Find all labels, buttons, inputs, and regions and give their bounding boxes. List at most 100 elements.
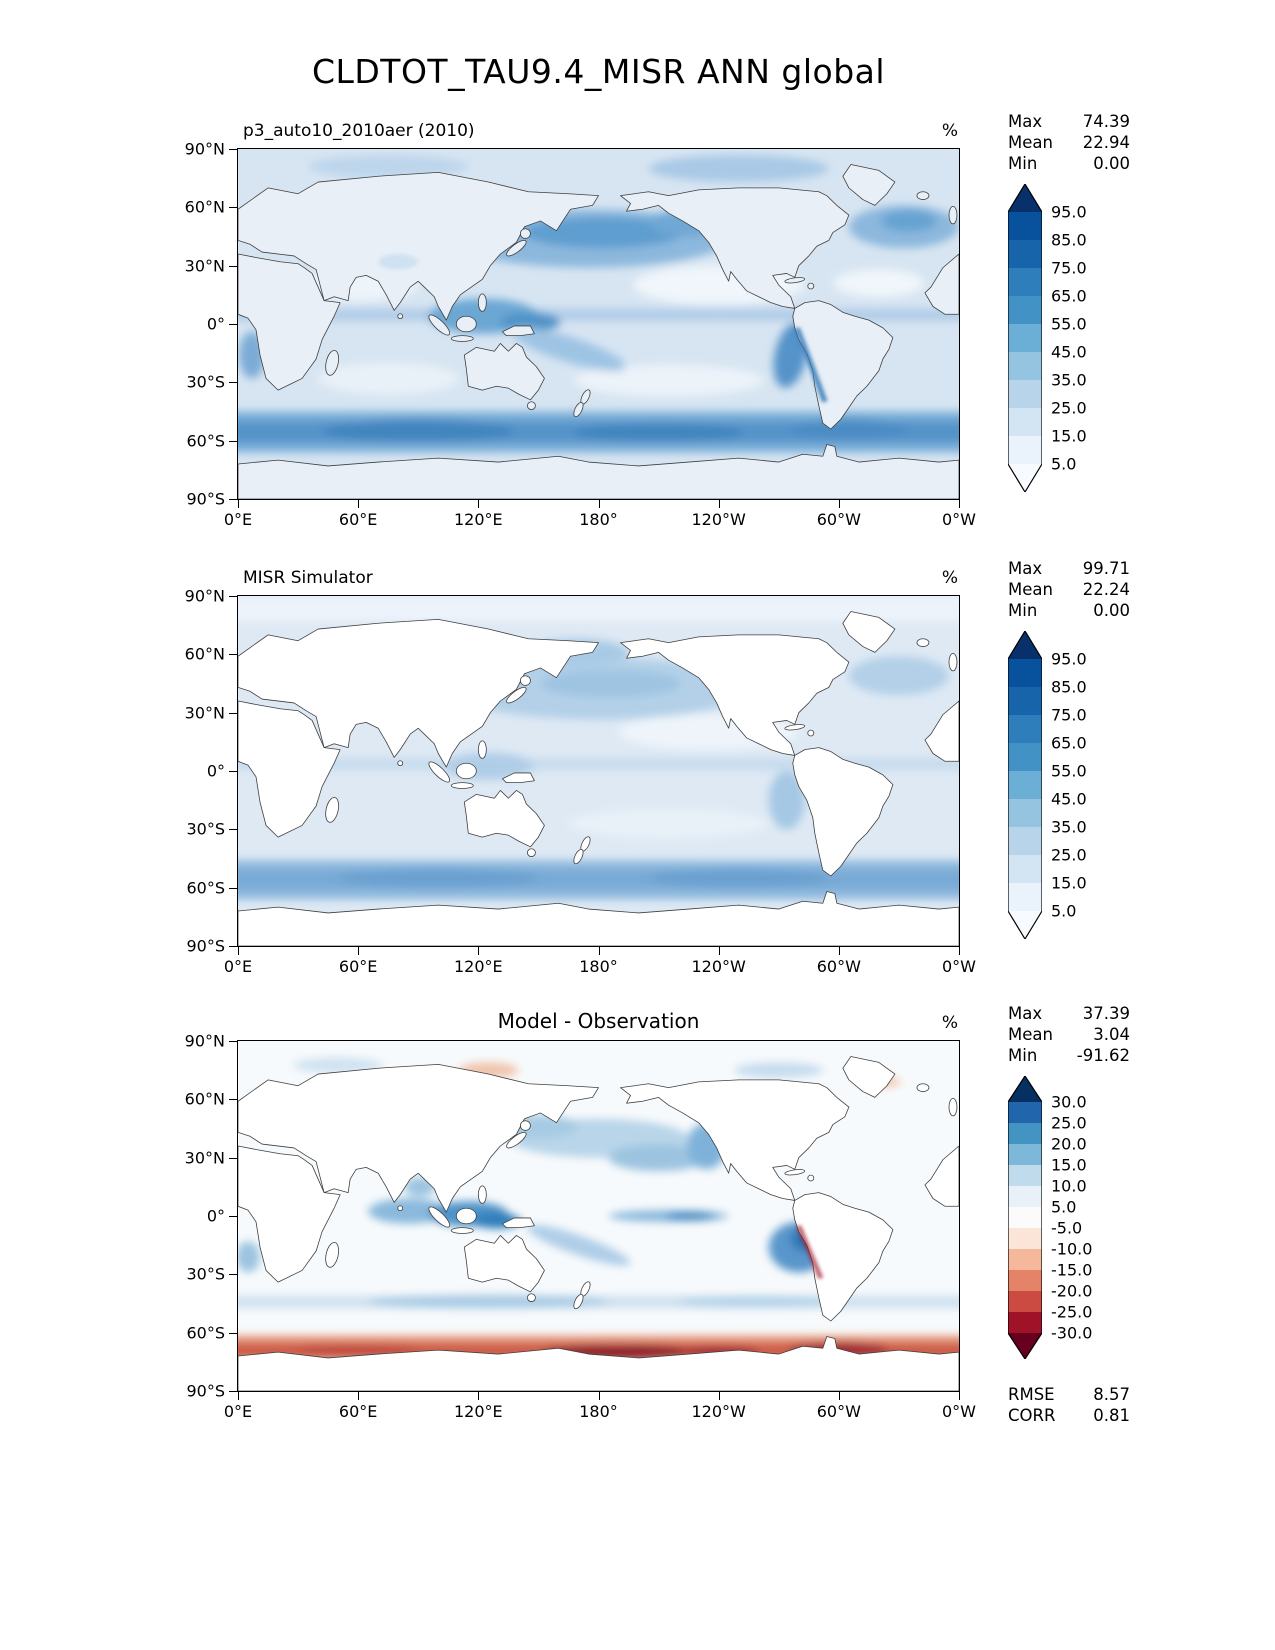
lon-tick-label: 180° <box>579 1402 618 1421</box>
lon-tick-label: 60°E <box>338 957 378 976</box>
lat-tick-label: 30°S <box>186 372 225 392</box>
colorbar-tick-label: 65.0 <box>1051 733 1087 753</box>
map-plot-difference: 90°N 60°N 30°N 0° 30°S 60°S 90°S 0°E 60°E 120°E 18… <box>185 1032 976 1422</box>
lon-tick-mark <box>598 947 600 955</box>
lon-tick-label: 120°E <box>454 957 503 976</box>
colorbar-tick-label: 45.0 <box>1051 789 1087 809</box>
lat-tick-label: 90°N <box>184 586 225 606</box>
stat-min: Min -91.62 <box>1008 1045 1130 1066</box>
lon-tick-label: 120°E <box>454 510 503 529</box>
lon-tick-mark <box>959 1392 960 1400</box>
units-label: % <box>941 121 958 141</box>
stat-value: 99.71 <box>1082 559 1130 578</box>
colorbar-model: 95.0 85.0 75.0 65.0 55.0 45.0 35.0 25.0 15.0 5.0 <box>1007 182 1087 496</box>
colorbar-tick-label: 35.0 <box>1051 370 1087 390</box>
stat-min: Min 0.00 <box>1008 153 1130 174</box>
stat-value: 22.24 <box>1082 580 1130 599</box>
lon-tick-label: 0°W <box>942 957 976 976</box>
lat-tick-label: 30°N <box>184 703 225 723</box>
colorbar-tick-label: 35.0 <box>1051 817 1087 837</box>
lon-tick-mark <box>358 1392 360 1400</box>
stat-max: Max 74.39 <box>1008 111 1130 132</box>
panel-title: Model - Observation <box>497 1009 700 1033</box>
lat-tick-label: 30°S <box>186 1264 225 1284</box>
lat-tick-mark <box>229 1157 237 1159</box>
colorbar-tick-label: -20.0 <box>1051 1281 1093 1301</box>
stat-label: Max <box>1008 1004 1043 1023</box>
colorbar-tick-label: 55.0 <box>1051 314 1087 334</box>
stat-label: Mean <box>1008 133 1053 152</box>
lon-tick-label: 120°W <box>691 510 746 529</box>
metrics-block: RMSE 8.57 CORR 0.81 <box>1008 1384 1130 1426</box>
lat-tick-mark <box>229 1041 237 1042</box>
lat-tick-mark <box>229 324 237 325</box>
stat-label: Min <box>1008 1046 1038 1065</box>
lat-tick-label: 0° <box>206 1206 225 1226</box>
lat-tick-mark <box>229 1274 237 1276</box>
colorbar-tick-label: -5.0 <box>1051 1218 1083 1238</box>
lon-tick-label: 120°W <box>691 957 746 976</box>
lat-tick-label: 90°N <box>184 139 225 159</box>
colorbar-swatch <box>1007 182 1043 494</box>
lon-tick-mark <box>959 947 960 955</box>
lat-tick-mark <box>229 771 237 772</box>
lat-tick-label: 60°S <box>186 431 225 451</box>
stat-value: 37.39 <box>1082 1004 1130 1023</box>
colorbar-tick-label: 5.0 <box>1051 1197 1077 1217</box>
lon-tick-label: 60°W <box>816 510 861 529</box>
panel-difference: Model - Observation % <box>0 1004 1275 1425</box>
panel-difference-header: Model - Observation % <box>237 1009 960 1036</box>
lat-tick-label: 90°N <box>184 1031 225 1051</box>
lat-tick-label: 60°N <box>184 644 225 664</box>
colorbar-tick-label: 95.0 <box>1051 202 1087 222</box>
stat-label: Max <box>1008 559 1043 578</box>
colorbar-tick-label: 15.0 <box>1051 1155 1087 1175</box>
lon-tick-label: 60°E <box>338 1402 378 1421</box>
colorbar-tick-label: 25.0 <box>1051 845 1087 865</box>
lat-tick-label: 0° <box>206 761 225 781</box>
colorbar-tick-label: 95.0 <box>1051 649 1087 669</box>
lon-tick-label: 120°E <box>454 1402 503 1421</box>
lon-tick-mark <box>838 500 840 508</box>
lat-tick-mark <box>229 712 237 714</box>
colorbar-swatch <box>1007 1074 1043 1361</box>
lon-tick-mark <box>238 500 239 508</box>
lon-tick-mark <box>478 500 480 508</box>
panel-model-header: p3_auto10_2010aer (2010) % <box>237 117 960 144</box>
colorbar-tick-label: 10.0 <box>1051 1176 1087 1196</box>
map-difference-svg <box>238 1041 959 1391</box>
stat-label: Min <box>1008 601 1038 620</box>
lon-tick-mark <box>478 1392 480 1400</box>
panel-observation-header: MISR Simulator % <box>237 564 960 591</box>
colorbar-tick-label: 25.0 <box>1051 1113 1087 1133</box>
colorbar-tick-label: -30.0 <box>1051 1323 1093 1343</box>
metric-rmse: RMSE 8.57 <box>1008 1384 1130 1405</box>
colorbar-observation: 95.0 85.0 75.0 65.0 55.0 45.0 35.0 25.0 15.0 5.0 <box>1007 629 1087 943</box>
stat-max: Max 37.39 <box>1008 1003 1130 1024</box>
lat-tick-mark <box>229 382 237 384</box>
metric-value: 0.81 <box>1093 1406 1130 1425</box>
stat-mean: Mean 22.94 <box>1008 132 1130 153</box>
panel-model: p3_auto10_2010aer (2010) % <box>0 112 1275 529</box>
colorbar-tick-label: 85.0 <box>1051 677 1087 697</box>
lon-tick-mark <box>358 500 360 508</box>
lon-tick-mark <box>718 947 720 955</box>
stat-label: Min <box>1008 154 1038 173</box>
stat-label: Mean <box>1008 580 1053 599</box>
lat-tick-mark <box>229 1216 237 1217</box>
colorbar-swatch <box>1007 629 1043 941</box>
lon-tick-label: 180° <box>579 510 618 529</box>
map-plot-observation: 90°N 60°N 30°N 0° 30°S 60°S 90°S 0°E 60°E 120°E 18… <box>185 587 976 977</box>
stats-block-difference: Max 37.39 Mean 3.04 Min -91.62 <box>1008 1003 1130 1066</box>
colorbar-tick-label: 15.0 <box>1051 426 1087 446</box>
metric-label: CORR <box>1008 1406 1056 1425</box>
lat-tick-mark <box>229 596 237 597</box>
metric-label: RMSE <box>1008 1385 1055 1404</box>
colorbar-tick-label: 55.0 <box>1051 761 1087 781</box>
colorbar-tick-label: 5.0 <box>1051 454 1077 474</box>
lat-tick-mark <box>229 207 237 209</box>
lon-tick-label: 180° <box>579 957 618 976</box>
colorbar-tick-label: 15.0 <box>1051 873 1087 893</box>
colorbar-tick-label: 45.0 <box>1051 342 1087 362</box>
